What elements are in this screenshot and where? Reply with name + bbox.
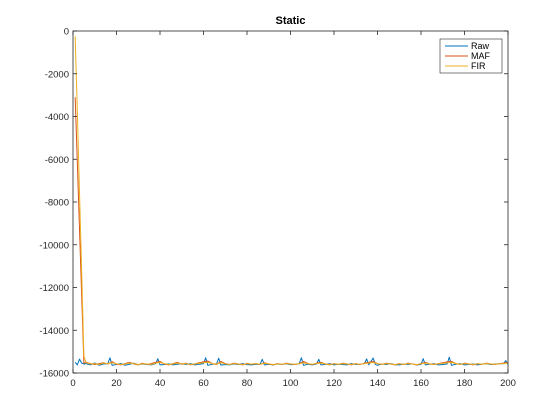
x-tick-label: 120 bbox=[326, 378, 342, 389]
x-tick-label: 20 bbox=[111, 378, 122, 389]
y-tick-label: -4000 bbox=[45, 112, 69, 123]
y-tick-label: -16000 bbox=[39, 369, 69, 380]
chart-title: Static bbox=[276, 15, 306, 27]
y-tick-label: -6000 bbox=[45, 155, 69, 166]
y-tick-label: -10000 bbox=[39, 240, 69, 251]
y-tick-label: -8000 bbox=[45, 198, 69, 209]
y-tick-label: -12000 bbox=[39, 283, 69, 294]
x-tick-label: 140 bbox=[370, 378, 386, 389]
y-tick-label: 0 bbox=[64, 27, 69, 38]
x-tick-label: 160 bbox=[413, 378, 429, 389]
legend-label-raw: Raw bbox=[471, 41, 490, 51]
axes-layer: 0 20 40 60 80 100 120 140 160 180 200 0 -2000 -4000 -6… bbox=[39, 27, 516, 390]
x-tick-label: 60 bbox=[198, 378, 209, 389]
x-tick-label: 100 bbox=[283, 378, 299, 389]
plot-area bbox=[73, 31, 508, 373]
legend-label-fir: FIR bbox=[471, 61, 486, 71]
x-tick-label: 40 bbox=[155, 378, 166, 389]
x-tick-label: 200 bbox=[500, 378, 516, 389]
legend-label-maf: MAF bbox=[471, 51, 491, 61]
y-tick-label: -14000 bbox=[39, 326, 69, 337]
y-tick-label: -2000 bbox=[45, 69, 69, 80]
series-line-fir bbox=[74, 36, 509, 365]
x-tick-label: 0 bbox=[70, 378, 75, 389]
series-layer bbox=[74, 36, 509, 366]
x-tick-label: 180 bbox=[457, 378, 473, 389]
x-tick-label: 80 bbox=[242, 378, 253, 389]
